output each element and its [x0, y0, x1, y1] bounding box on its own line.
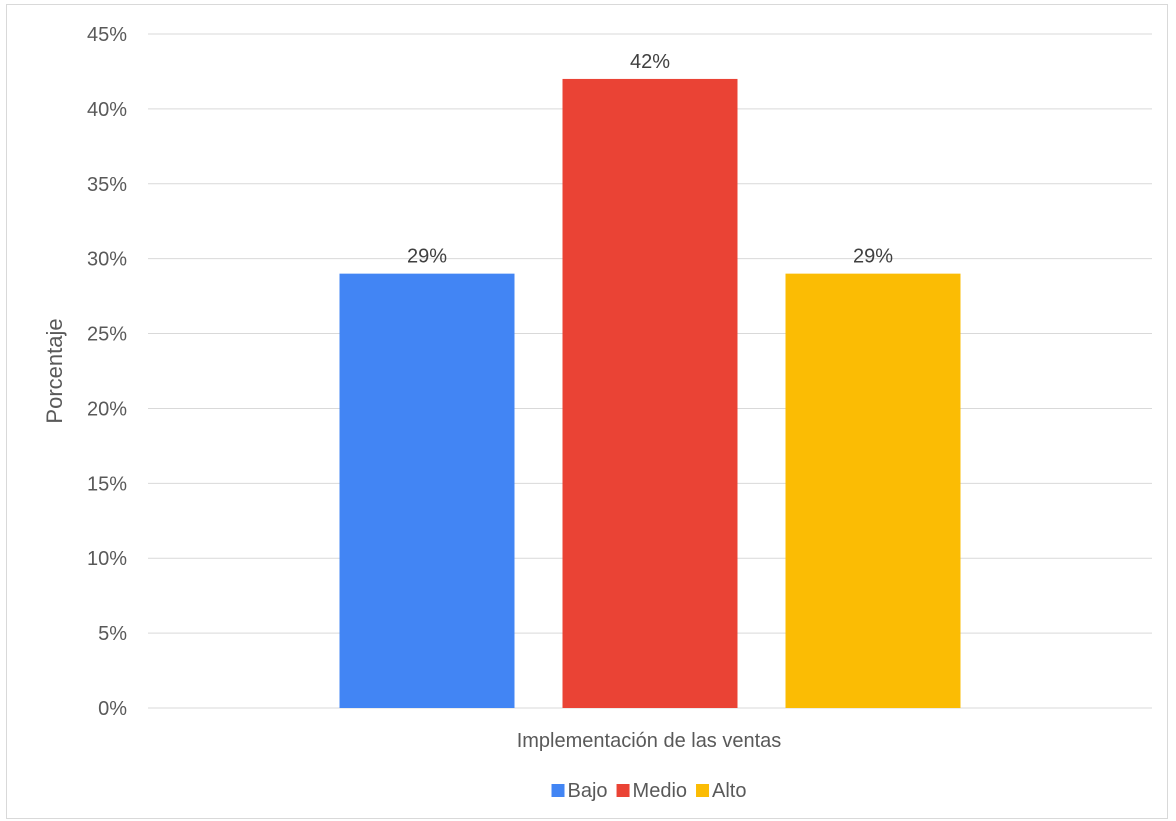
legend-item-bajo: Bajo [551, 780, 608, 802]
y-axis-label: Porcentaje [42, 318, 67, 423]
y-tick-label: 10% [87, 548, 127, 570]
legend-item-alto: Alto [696, 780, 746, 802]
bar-bajo [339, 273, 515, 708]
x-axis-label: Implementación de las ventas [517, 730, 782, 752]
y-tick-label: 45% [87, 24, 127, 46]
legend: Bajo Medio Alto [551, 780, 746, 802]
data-label-medio: 42% [630, 51, 670, 73]
data-labels: 29% 42% 29% [407, 51, 893, 268]
y-tick-label: 15% [87, 473, 127, 495]
y-tick-label: 35% [87, 174, 127, 196]
legend-item-medio: Medio [616, 780, 687, 802]
y-axis-ticks: 0% 5% 10% 15% 20% 25% 30% 35% 40% 45% [87, 24, 127, 720]
legend-label: Bajo [568, 780, 608, 802]
y-tick-label: 5% [98, 623, 127, 645]
y-tick-label: 40% [87, 99, 127, 121]
y-tick-label: 0% [98, 698, 127, 720]
y-tick-label: 30% [87, 249, 127, 271]
bar-medio [562, 78, 738, 708]
legend-swatch [551, 784, 565, 797]
legend-swatch [616, 784, 630, 797]
y-tick-label: 25% [87, 324, 127, 346]
bar-alto [785, 273, 961, 708]
bars [339, 78, 961, 708]
data-label-bajo: 29% [407, 246, 447, 268]
legend-label: Alto [712, 780, 746, 802]
legend-swatch [696, 784, 710, 797]
legend-label: Medio [633, 780, 687, 802]
y-tick-label: 20% [87, 398, 127, 420]
data-label-alto: 29% [853, 246, 893, 268]
